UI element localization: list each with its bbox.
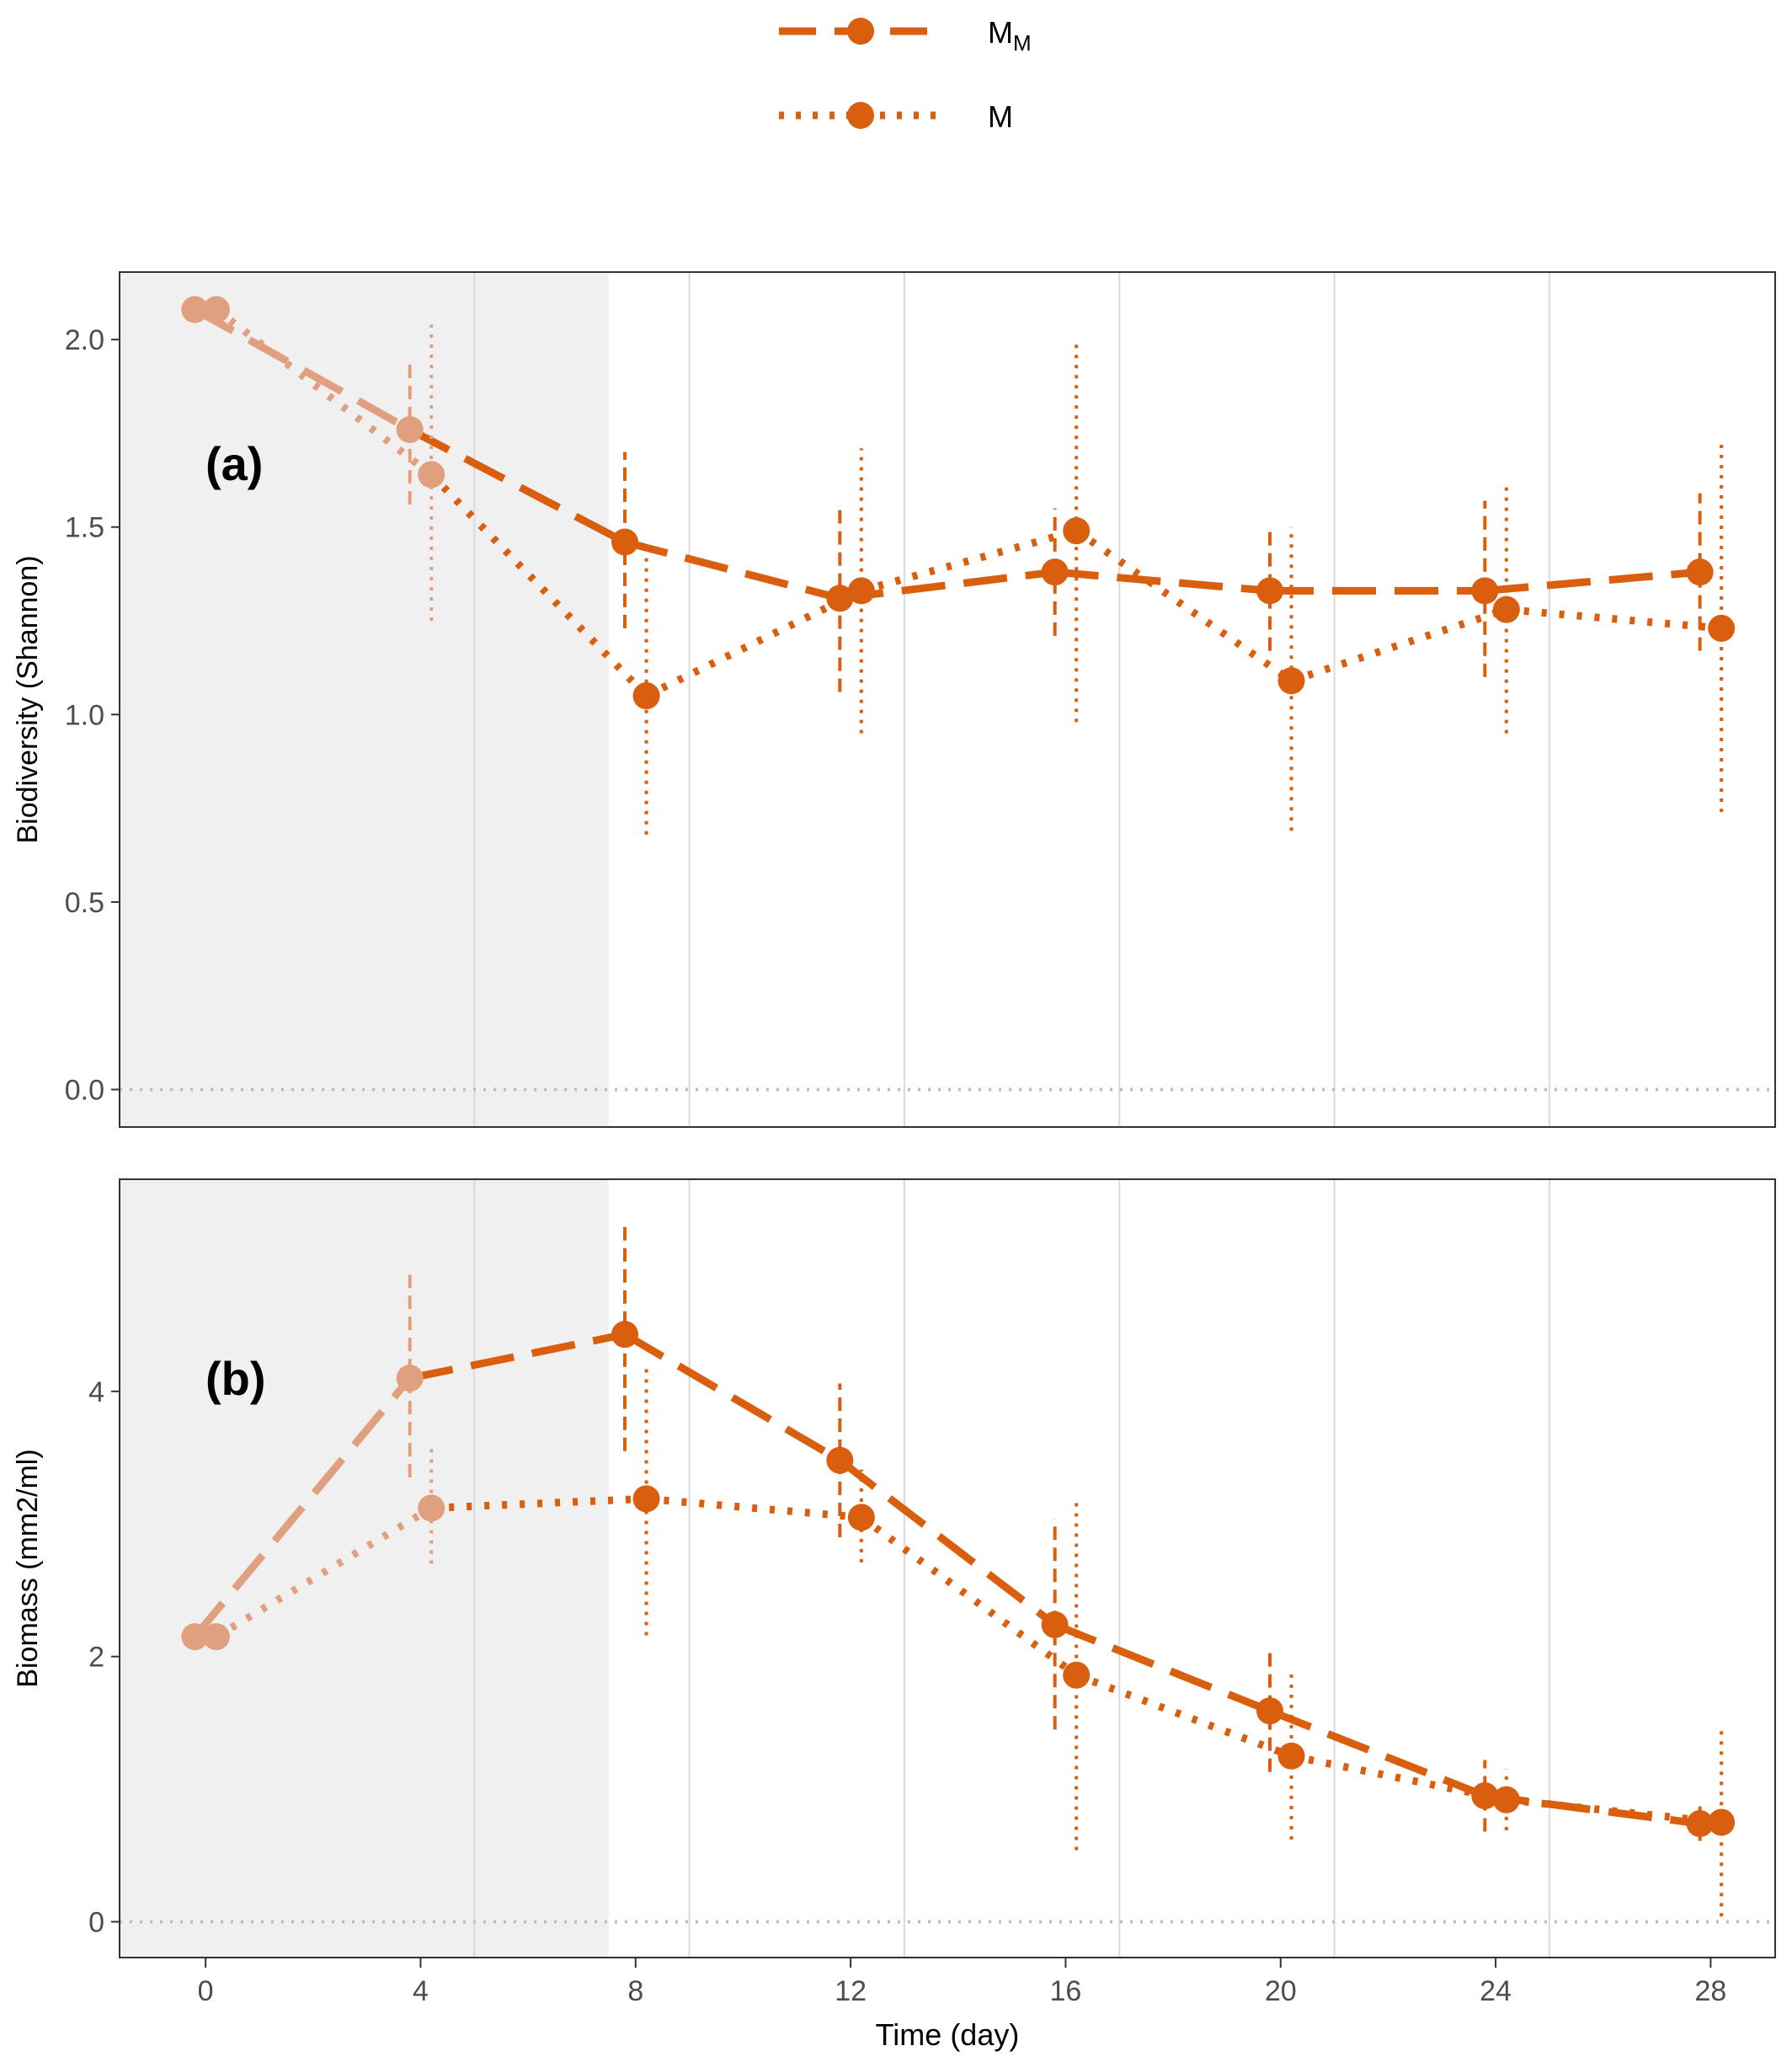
series-line-segment	[860, 526, 1078, 595]
series-line-segment	[1506, 606, 1722, 633]
y-axis-label: Biomass (mm2/ml)	[12, 1449, 44, 1687]
data-point	[1063, 517, 1091, 545]
x-axis: 0 4 8 12 16 20 24 28	[198, 1958, 1726, 2007]
data-point	[826, 1446, 854, 1474]
data-point	[396, 1365, 424, 1392]
series-line-segment	[191, 1376, 413, 1639]
series-line-segment	[837, 1457, 1058, 1628]
data-point	[1256, 577, 1283, 605]
plot-frame	[119, 1178, 1776, 1958]
data-point	[611, 1321, 639, 1349]
y-tick-label: 1.5	[65, 512, 104, 544]
y-tick-label: 0	[88, 1906, 104, 1938]
legend: MMM	[779, 15, 1032, 134]
data-point	[632, 1485, 660, 1513]
series-line-segment	[839, 568, 1056, 602]
legend-label: M	[988, 99, 1013, 134]
y-tick-label: 4	[88, 1376, 104, 1408]
y-tick-label: 2	[88, 1642, 104, 1674]
data-point	[418, 461, 445, 489]
x-tick-label: 24	[1480, 1975, 1512, 2007]
data-point	[181, 296, 209, 323]
y-tick-label: 0.5	[65, 887, 104, 919]
shaded-region	[120, 1179, 609, 1958]
series-line-segment	[1290, 1752, 1507, 1804]
data-point	[202, 296, 230, 323]
data-point	[181, 1623, 209, 1651]
data-point	[632, 682, 660, 710]
plot-frame	[119, 271, 1776, 1128]
panel-b: 0 2 4 Biomass (mm2/ml) (b)	[12, 1178, 1776, 1958]
y-tick-label: 2.0	[65, 324, 104, 356]
legend-key-marker	[847, 18, 874, 45]
series-line-segment	[644, 587, 863, 700]
x-tick-label: 0	[198, 1975, 214, 2007]
panel-label: (b)	[205, 1352, 266, 1405]
x-tick-label: 16	[1050, 1975, 1082, 2007]
data-point	[1041, 1611, 1069, 1638]
series-line-segment	[1054, 568, 1271, 595]
data-point	[847, 1504, 875, 1531]
series-line-segment	[1484, 568, 1701, 595]
data-point	[1277, 1742, 1305, 1770]
data-point	[1277, 667, 1305, 695]
x-tick-label: 20	[1265, 1975, 1297, 2007]
x-tick-label: 12	[835, 1975, 867, 2007]
data-point	[1686, 558, 1714, 586]
panel-a: 0.0 0.5 1.0 1.5 2.0 Biodiversity (Shannon) (a)	[12, 271, 1776, 1128]
series-line-segment	[1075, 1671, 1293, 1760]
series-line-segment	[1484, 1792, 1701, 1828]
data-point	[1492, 596, 1520, 623]
data-point	[1492, 1786, 1520, 1814]
series-line-segment	[431, 1494, 647, 1512]
data-point	[1063, 1661, 1091, 1689]
data-point	[202, 1623, 230, 1651]
series-line-segment	[193, 306, 412, 433]
legend-label: MM	[988, 15, 1032, 56]
y-tick-label: 1.0	[65, 699, 104, 731]
data-point	[1256, 1697, 1283, 1725]
data-point	[847, 577, 875, 605]
data-point	[1471, 577, 1499, 605]
series-line-segment	[1053, 1621, 1272, 1715]
series-line-segment	[408, 425, 627, 546]
series-line-segment	[622, 1331, 842, 1464]
series-line-segment	[214, 1504, 434, 1640]
y-tick-label: 0.0	[65, 1074, 104, 1106]
shaded-region	[120, 272, 609, 1127]
panel-label: (a)	[205, 437, 263, 490]
series-line-segment	[1290, 606, 1508, 685]
data-point	[611, 528, 639, 556]
data-point	[1708, 614, 1736, 642]
series-line-segment	[408, 1330, 626, 1382]
data-point	[418, 1494, 445, 1522]
x-tick-label: 28	[1694, 1975, 1726, 2007]
data-point	[396, 415, 424, 443]
y-axis-label: Biodiversity (Shannon)	[12, 555, 44, 843]
data-point	[1041, 558, 1069, 586]
series-line-segment	[623, 538, 841, 602]
series-line-segment	[646, 1494, 862, 1521]
x-axis-label: Time (day)	[876, 2017, 1020, 2052]
data-point	[1708, 1808, 1736, 1836]
x-tick-label: 4	[413, 1975, 429, 2007]
series-line-segment	[1268, 1707, 1486, 1800]
x-tick-label: 8	[627, 1975, 643, 2007]
legend-key-marker	[847, 102, 874, 129]
series-line-segment	[1506, 1796, 1722, 1826]
